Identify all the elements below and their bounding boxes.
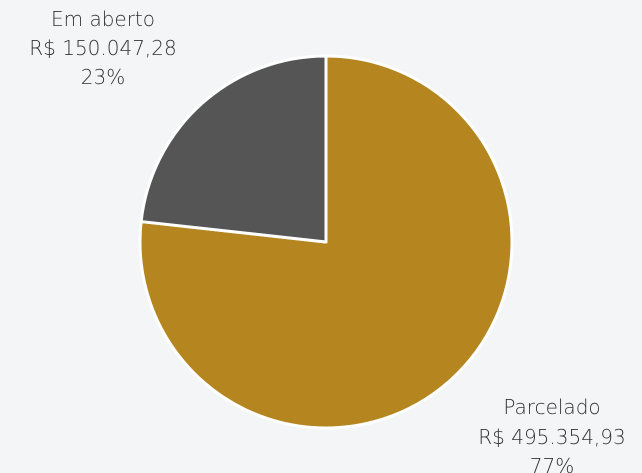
pie-slice-em-aberto xyxy=(139,54,328,244)
pie-slices xyxy=(138,54,514,430)
slice-label-em-aberto-name: Em aberto xyxy=(51,7,155,31)
slice-label-em-aberto-percent: 23% xyxy=(81,65,125,89)
slice-label-em-aberto-value: R$ 150.047,28 xyxy=(29,36,177,60)
pie-slice-parcelado xyxy=(138,54,514,430)
slice-label-parcelado-percent: 77% xyxy=(530,454,574,473)
slice-label-parcelado-name: Parcelado xyxy=(503,395,600,419)
pie-labels: Em aberto R$ 150.047,28 23% Parcelado R$… xyxy=(29,7,626,473)
slice-label-parcelado-value: R$ 495.354,93 xyxy=(478,425,626,449)
